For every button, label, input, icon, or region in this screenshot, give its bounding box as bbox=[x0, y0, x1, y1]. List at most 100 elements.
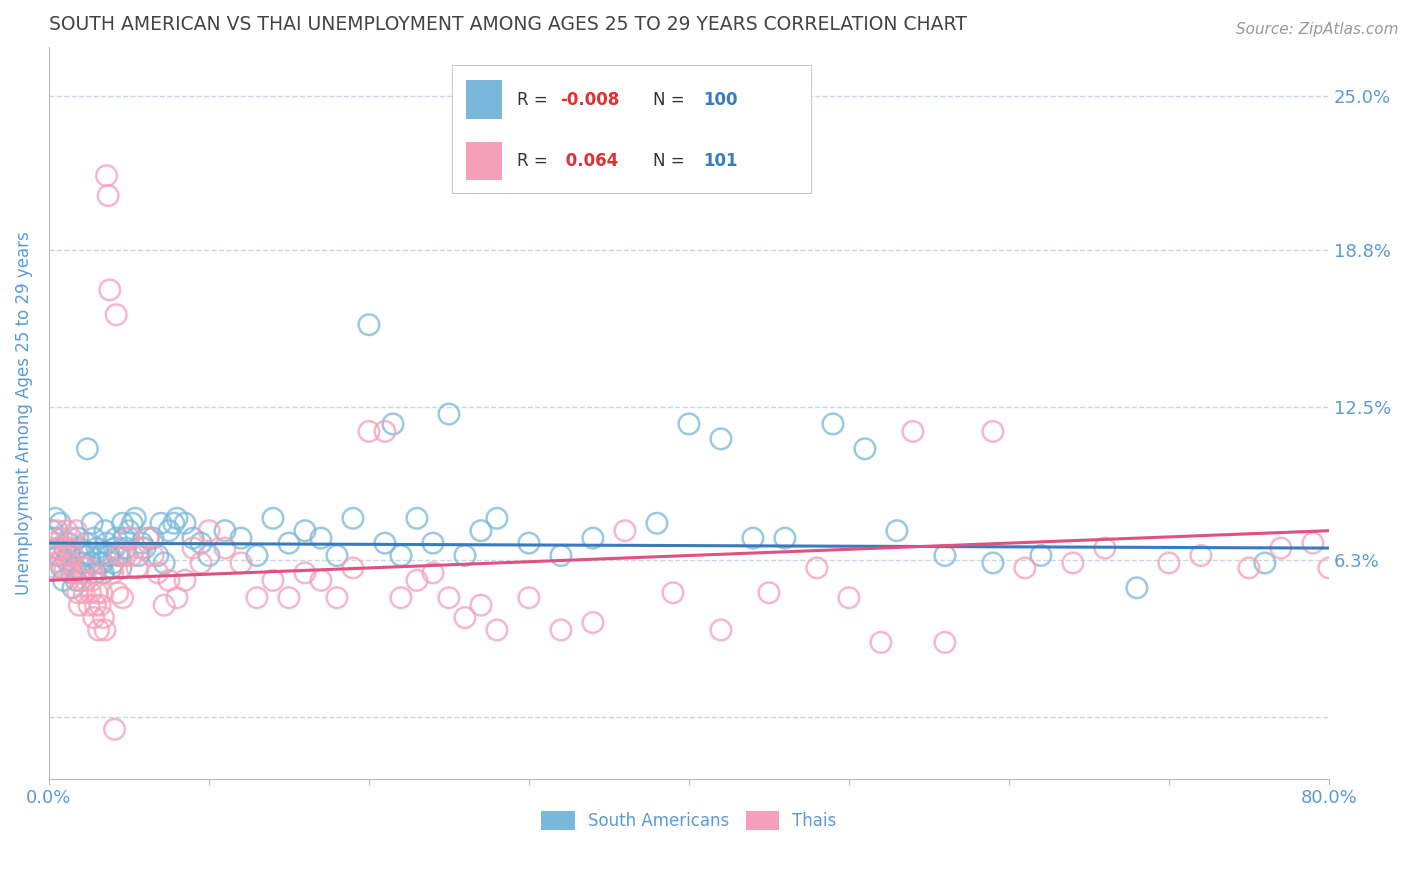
Point bbox=[374, 425, 396, 439]
Point bbox=[134, 541, 156, 555]
Point bbox=[342, 511, 364, 525]
Point bbox=[105, 308, 128, 322]
Point bbox=[65, 524, 87, 538]
Point bbox=[136, 531, 159, 545]
Point bbox=[806, 561, 828, 575]
Point bbox=[67, 541, 90, 555]
Point bbox=[62, 581, 84, 595]
Point bbox=[89, 598, 111, 612]
Point bbox=[103, 723, 125, 737]
Point bbox=[100, 561, 122, 575]
Point bbox=[198, 524, 221, 538]
Point bbox=[613, 524, 636, 538]
Point bbox=[73, 549, 96, 563]
Point bbox=[374, 536, 396, 550]
Point bbox=[63, 561, 86, 575]
Point bbox=[582, 531, 605, 545]
Point bbox=[65, 574, 87, 588]
Point bbox=[110, 561, 132, 575]
Point bbox=[94, 623, 117, 637]
Point bbox=[181, 541, 204, 555]
Point bbox=[454, 610, 477, 624]
Point bbox=[190, 536, 212, 550]
Point bbox=[262, 574, 284, 588]
Point bbox=[163, 516, 186, 531]
Point bbox=[710, 623, 733, 637]
Point bbox=[56, 541, 79, 555]
Point bbox=[645, 516, 668, 531]
Point bbox=[1157, 556, 1180, 570]
Point bbox=[100, 561, 122, 575]
Point bbox=[406, 574, 429, 588]
Point bbox=[72, 561, 94, 575]
Point bbox=[75, 536, 97, 550]
Point bbox=[357, 425, 380, 439]
Point bbox=[53, 561, 76, 575]
Point bbox=[72, 566, 94, 580]
Point bbox=[76, 442, 98, 456]
Point bbox=[121, 516, 143, 531]
Point bbox=[66, 586, 89, 600]
Point bbox=[89, 549, 111, 563]
Point bbox=[278, 536, 301, 550]
Point bbox=[166, 591, 188, 605]
Point bbox=[60, 531, 83, 545]
Legend: South Americans, Thais: South Americans, Thais bbox=[534, 804, 844, 837]
Point bbox=[84, 598, 107, 612]
Point bbox=[1237, 561, 1260, 575]
Point bbox=[60, 566, 83, 580]
Point bbox=[326, 549, 349, 563]
Point bbox=[49, 556, 72, 570]
Point bbox=[309, 531, 332, 545]
Point bbox=[70, 556, 93, 570]
Point bbox=[1126, 581, 1149, 595]
Point bbox=[678, 417, 700, 431]
Point bbox=[94, 524, 117, 538]
Point bbox=[517, 591, 540, 605]
Point bbox=[90, 586, 112, 600]
Point bbox=[82, 516, 104, 531]
Point bbox=[309, 574, 332, 588]
Point bbox=[82, 574, 104, 588]
Point bbox=[214, 524, 236, 538]
Point bbox=[112, 531, 135, 545]
Point bbox=[1350, 531, 1372, 545]
Point bbox=[63, 566, 86, 580]
Point bbox=[48, 541, 70, 555]
Point bbox=[103, 541, 125, 555]
Point bbox=[981, 425, 1004, 439]
Point bbox=[662, 586, 685, 600]
Point bbox=[90, 556, 112, 570]
Point bbox=[422, 536, 444, 550]
Point bbox=[1014, 561, 1036, 575]
Point bbox=[108, 549, 131, 563]
Point bbox=[86, 586, 108, 600]
Point bbox=[75, 574, 97, 588]
Point bbox=[52, 574, 75, 588]
Point bbox=[66, 531, 89, 545]
Point bbox=[166, 511, 188, 525]
Point bbox=[1302, 536, 1324, 550]
Point bbox=[76, 561, 98, 575]
Point bbox=[326, 591, 349, 605]
Point bbox=[357, 318, 380, 332]
Point bbox=[136, 531, 159, 545]
Point bbox=[86, 541, 108, 555]
Point bbox=[214, 541, 236, 555]
Point bbox=[51, 531, 73, 545]
Point bbox=[84, 566, 107, 580]
Point bbox=[142, 531, 165, 545]
Point bbox=[1062, 556, 1084, 570]
Point bbox=[67, 598, 90, 612]
Point bbox=[44, 561, 66, 575]
Text: Source: ZipAtlas.com: Source: ZipAtlas.com bbox=[1236, 22, 1399, 37]
Point bbox=[229, 531, 252, 545]
Point bbox=[838, 591, 860, 605]
Point bbox=[181, 531, 204, 545]
Point bbox=[934, 549, 956, 563]
Point bbox=[437, 591, 460, 605]
Point bbox=[758, 586, 780, 600]
Point bbox=[93, 566, 115, 580]
Point bbox=[121, 549, 143, 563]
Point bbox=[107, 586, 129, 600]
